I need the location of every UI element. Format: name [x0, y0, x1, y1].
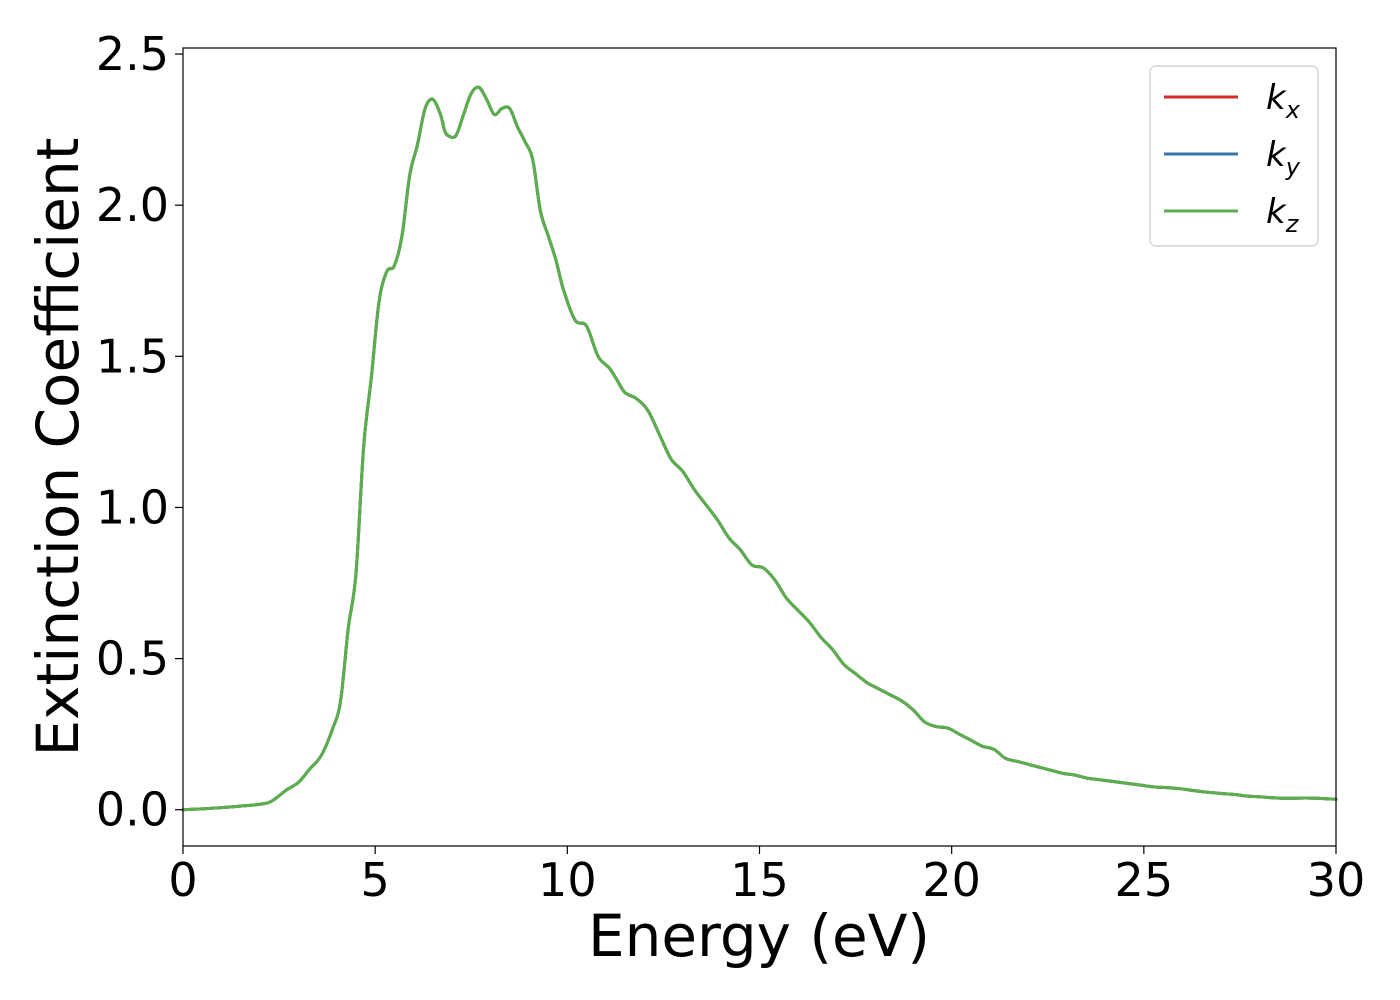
y-tick-label: 2.0 [96, 178, 169, 232]
series-layer [181, 85, 1338, 812]
y-axis-title: Extinction Coefficient [24, 138, 92, 757]
y-axis: 0.0 0.5 1.0 1.5 2.0 2.5 [96, 27, 183, 837]
legend: kx ky kz [1149, 65, 1319, 247]
y-tick-label: 2.5 [96, 27, 169, 81]
y-tick-label: 1.5 [96, 329, 169, 383]
x-axis: 0 5 10 15 20 25 30 [168, 846, 1365, 907]
x-tick-label: 20 [922, 853, 981, 907]
legend-label-kz: kz [1266, 192, 1300, 238]
legend-label-kx: kx [1266, 78, 1301, 124]
y-tick-label: 1.0 [96, 480, 169, 534]
x-tick-label: 10 [538, 853, 597, 907]
y-tick-label: 0.5 [96, 632, 169, 686]
x-tick-label: 0 [168, 853, 197, 907]
x-tick-label: 30 [1307, 853, 1366, 907]
series-line-k-z [181, 85, 1338, 812]
legend-label-ky: ky [1266, 135, 1301, 181]
x-tick-label: 15 [730, 853, 789, 907]
legend-box [1149, 65, 1319, 247]
x-axis-title: Energy (eV) [588, 902, 930, 970]
y-tick-label: 0.0 [96, 783, 169, 837]
x-tick-label: 25 [1115, 853, 1174, 907]
x-tick-label: 5 [361, 853, 390, 907]
